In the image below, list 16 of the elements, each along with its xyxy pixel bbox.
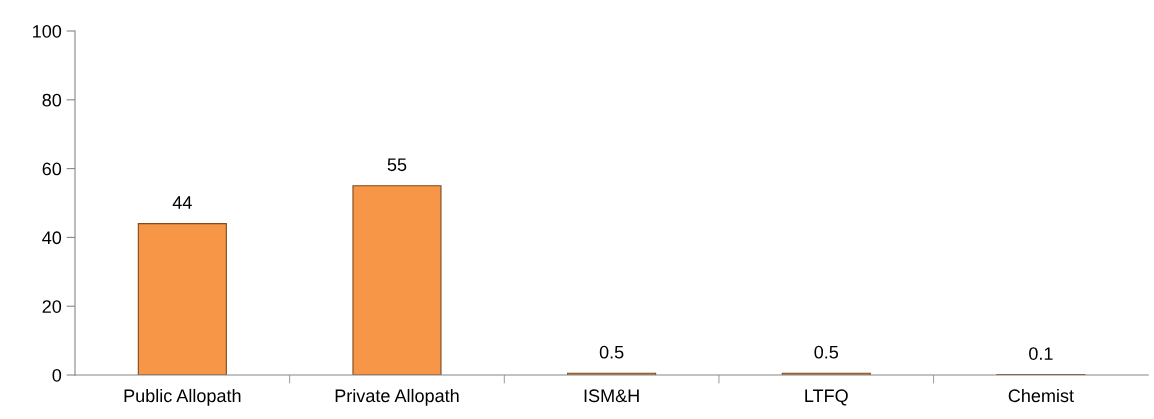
y-tick-label: 100 (33, 24, 62, 38)
data-label: 0.5 (599, 345, 624, 359)
y-tick-label: 40 (42, 231, 62, 245)
y-tick-label: 80 (42, 93, 62, 107)
y-tick-label: 20 (42, 300, 62, 313)
data-label: 55 (387, 158, 407, 172)
x-tick-label: Private Allopath (335, 388, 459, 406)
y-tick-label: 0 (52, 368, 62, 382)
x-tick-label: LTFQ (805, 389, 848, 406)
data-label: 44 (172, 196, 192, 209)
data-label: 0.1 (1029, 347, 1053, 360)
x-tick-label: Public Allopath (124, 388, 241, 406)
x-tick-label: Chemist (1008, 388, 1074, 403)
data-label: 0.5 (814, 345, 839, 359)
x-tick-label: ISM&H (584, 389, 639, 403)
y-tick-label: 60 (42, 162, 62, 176)
